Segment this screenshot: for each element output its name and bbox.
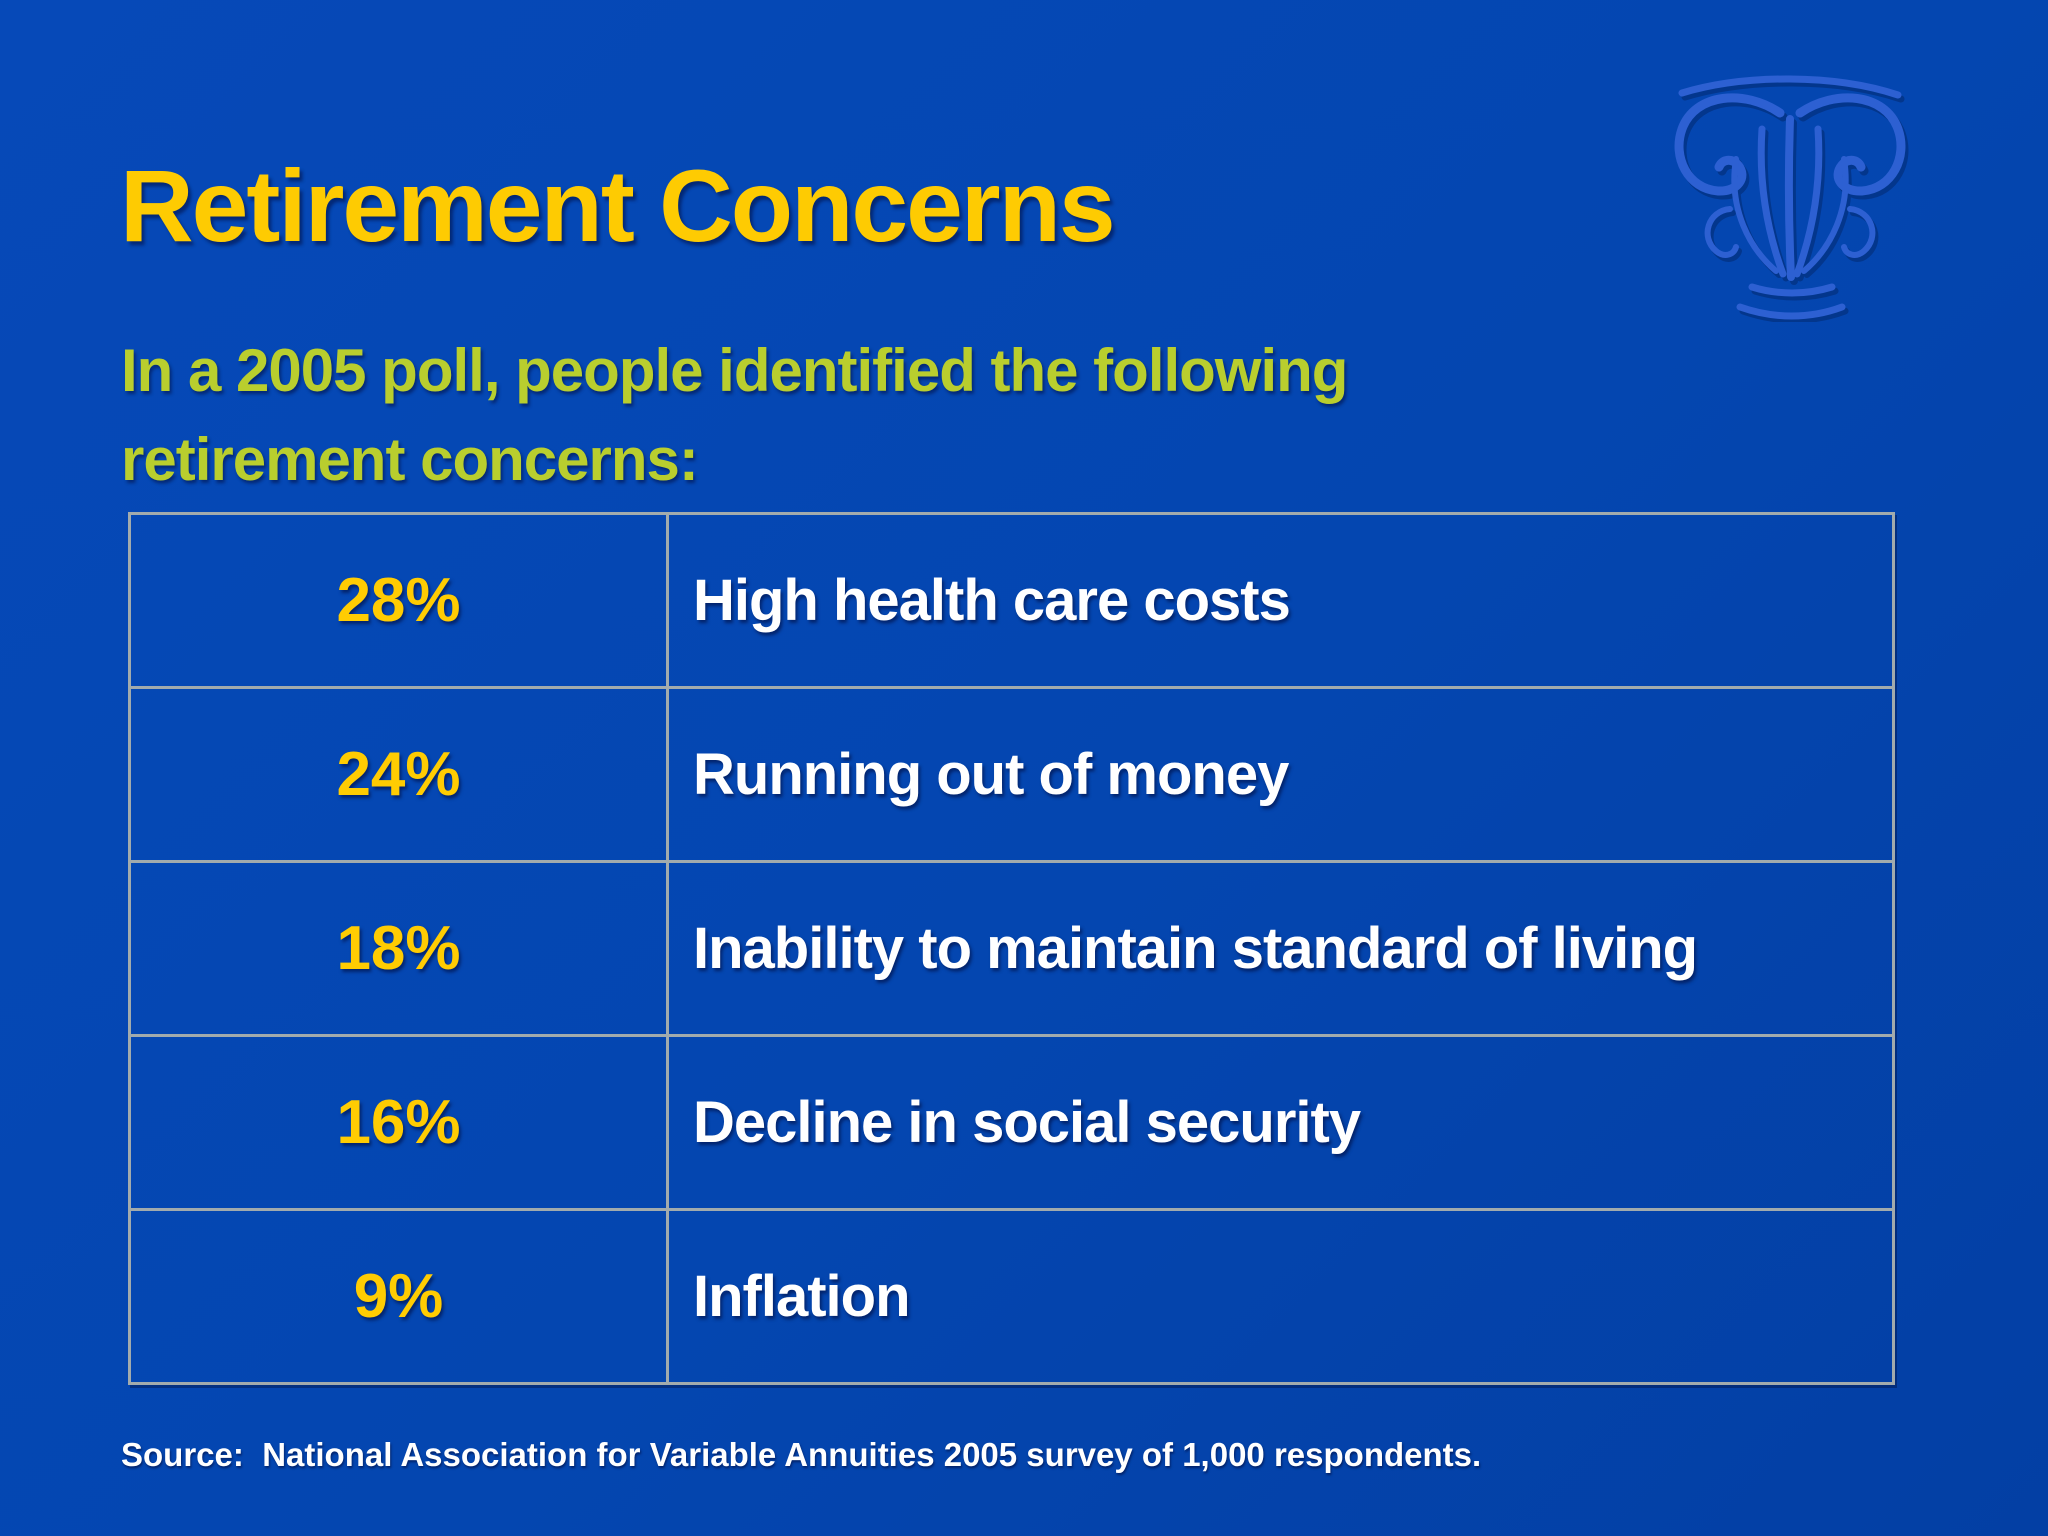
subtitle-line-2: retirement concerns:	[121, 426, 699, 493]
table-row: 24% Running out of money	[131, 686, 1892, 860]
percent-cell: 9%	[131, 1211, 669, 1382]
concern-cell: Decline in social security	[693, 1090, 1361, 1155]
slide-subtitle: In a 2005 poll, people identified the fo…	[121, 326, 1348, 504]
column-capital-icon	[1674, 75, 1909, 322]
percent-cell: 28%	[131, 515, 669, 686]
concern-cell: Inability to maintain standard of living	[693, 916, 1698, 981]
percent-cell: 24%	[131, 689, 669, 860]
table-row: 28% High health care costs	[131, 515, 1892, 686]
table-row: 18% Inability to maintain standard of li…	[131, 860, 1892, 1034]
percent-cell: 16%	[131, 1037, 669, 1208]
table-row: 9% Inflation	[131, 1208, 1892, 1382]
subtitle-line-1: In a 2005 poll, people identified the fo…	[121, 337, 1348, 404]
table-row: 16% Decline in social security	[131, 1034, 1892, 1208]
concern-cell: Running out of money	[693, 742, 1289, 807]
concerns-table: 28% High health care costs 24% Running o…	[128, 512, 1895, 1385]
concern-cell: High health care costs	[693, 568, 1291, 633]
slide-title: Retirement Concerns	[120, 149, 1116, 263]
concern-cell: Inflation	[693, 1264, 911, 1329]
percent-cell: 18%	[131, 863, 669, 1034]
source-note: Source: National Association for Variabl…	[121, 1436, 1482, 1473]
